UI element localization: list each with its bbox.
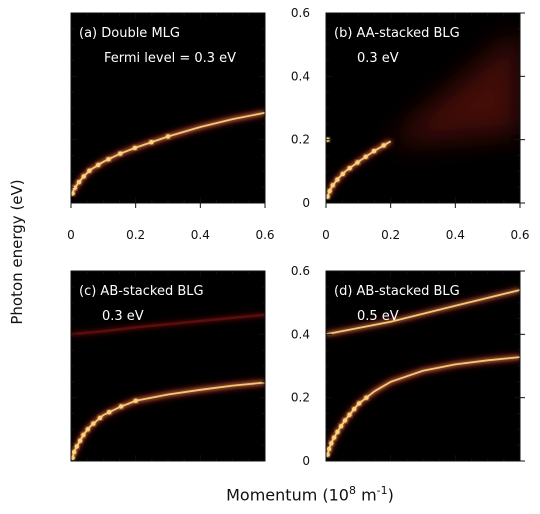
mode-dot: [342, 418, 348, 423]
mode-dot: [363, 154, 368, 159]
mode-dot: [356, 401, 362, 406]
mode-dot: [340, 171, 345, 177]
y-tick-label: 0: [302, 454, 310, 468]
mode-dot: [355, 160, 360, 165]
mode-dot: [71, 449, 77, 455]
mode-dot: [81, 174, 86, 179]
y-tick-label: 0.4: [291, 69, 310, 83]
x-tick-label: 0.6: [255, 228, 274, 242]
panel-subtitle: 0.5 eV: [357, 309, 399, 324]
mode-curve: [71, 313, 265, 336]
axis-ticks: [325, 12, 525, 208]
mode-dot: [97, 415, 103, 421]
y-tick-label: 0.6: [291, 264, 310, 278]
x-tick-label: 0.4: [191, 228, 210, 242]
mode-dot: [72, 185, 78, 190]
y-axis-label: Photon energy (eV): [8, 179, 26, 325]
panel-c: (c) AB-stacked BLG 0.3 eV: [70, 270, 266, 462]
x-tick-label: 0.2: [126, 228, 145, 242]
x-tick-label: 0: [67, 228, 75, 242]
mode-dot: [107, 410, 112, 415]
y-tick-label: 0.6: [291, 6, 310, 20]
panel-background: [71, 13, 265, 203]
mode-dot: [326, 452, 330, 457]
mode-dot: [352, 406, 357, 412]
mode-dot: [326, 446, 332, 452]
panel-title: (b) AA-stacked BLG: [334, 26, 460, 41]
axis-ticks: [70, 270, 266, 462]
mode-dot: [71, 455, 75, 460]
y-tick-label: 0.4: [291, 327, 310, 341]
y-tick-label: 0: [302, 196, 310, 210]
mode-dot: [331, 435, 337, 440]
x-axis-label: Momentum (108 m-1): [226, 484, 394, 505]
mode-dot: [329, 441, 334, 446]
panel-background: [71, 271, 265, 461]
mode-dot: [347, 166, 352, 171]
mode-dot: [132, 145, 138, 151]
panel-title: (a) Double MLG: [79, 26, 180, 41]
mode-dot: [96, 162, 101, 168]
mode-dot: [371, 148, 377, 154]
x-tick-label: 0.4: [446, 228, 465, 242]
mode-dot: [71, 191, 75, 196]
mode-dot: [149, 140, 154, 145]
mode-dot: [118, 404, 124, 409]
panel-title: (c) AB-stacked BLG: [79, 284, 204, 299]
mode-dot: [76, 179, 82, 185]
axis-ticks: [70, 12, 266, 208]
mode-curve: [326, 289, 520, 336]
mode-dot: [330, 183, 335, 188]
mode-dot: [335, 429, 340, 435]
panel-b: 0 0.2 0.4 0.6 0 0.2 0.4 0.6 (b) AA-stacked BLG 0.…: [291, 6, 530, 242]
mode-dot: [381, 143, 386, 148]
mode-dot: [165, 134, 171, 139]
mode-dot: [85, 427, 91, 432]
x-tick-label: 0.6: [510, 228, 529, 242]
panel-a: 0 0.2 0.4 0.6 (a) Double MLG Fermi level = 0.…: [67, 12, 275, 242]
mode-dot: [77, 438, 83, 443]
mode-dot: [335, 177, 340, 182]
panel-title: (d) AB-stacked BLG: [334, 284, 460, 299]
y-tick-label: 0.2: [291, 133, 310, 147]
panel-subtitle: 0.3 eV: [357, 51, 399, 66]
mode-dot: [326, 194, 330, 199]
panel-subtitle: Fermi level = 0.3 eV: [104, 51, 236, 66]
mode-dot: [106, 157, 111, 162]
y-tick-label: 0.2: [291, 391, 310, 405]
mode-dot: [91, 421, 96, 426]
mode-dot: [81, 432, 86, 438]
mode-dot: [338, 424, 344, 429]
x-tick-label: 0: [322, 228, 330, 242]
panel-d: 0 0.2 0.4 0.6 (d) AB-stacked BLG 0.5 eV: [291, 264, 525, 468]
mode-dot: [74, 444, 80, 449]
mode-dot: [364, 395, 369, 400]
axis-ticks: [325, 270, 525, 462]
continuum-spread: [390, 28, 520, 144]
x-tick-label: 0.2: [381, 228, 400, 242]
mode-dot: [118, 151, 123, 156]
mode-dot: [327, 188, 332, 194]
panel-subtitle: 0.3 eV: [102, 309, 144, 324]
panel-background: [326, 271, 520, 461]
mode-dot: [87, 168, 92, 173]
mode-dot: [347, 412, 352, 417]
mode-dot: [133, 398, 138, 403]
mode-curve: [71, 111, 265, 194]
